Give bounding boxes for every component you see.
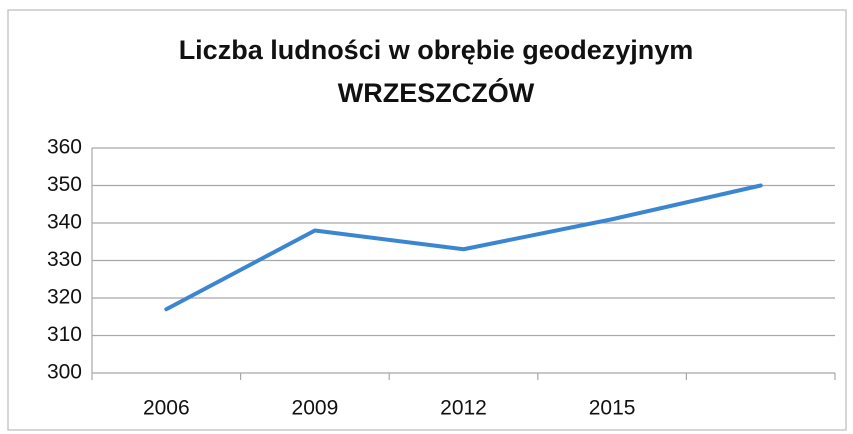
y-tick-label: 360 bbox=[47, 136, 82, 159]
y-tick-label: 300 bbox=[47, 361, 82, 384]
chart-title: WRZESZCZÓW bbox=[338, 77, 535, 108]
chart-frame bbox=[7, 9, 847, 431]
y-tick-label: 310 bbox=[47, 323, 82, 346]
x-tick-label: 2012 bbox=[440, 397, 487, 420]
x-tick-label: 2009 bbox=[292, 397, 339, 420]
y-tick-label: 320 bbox=[47, 286, 82, 309]
y-tick-label: 330 bbox=[47, 248, 82, 271]
x-tick-label: 2015 bbox=[589, 397, 636, 420]
line-series bbox=[164, 183, 763, 312]
y-tick-label: 350 bbox=[47, 173, 82, 196]
y-tick-label: 340 bbox=[47, 211, 82, 234]
x-tick-label: 2006 bbox=[143, 397, 190, 420]
chart-title: Liczba ludności w obrębie geodezyjnym bbox=[179, 35, 694, 65]
